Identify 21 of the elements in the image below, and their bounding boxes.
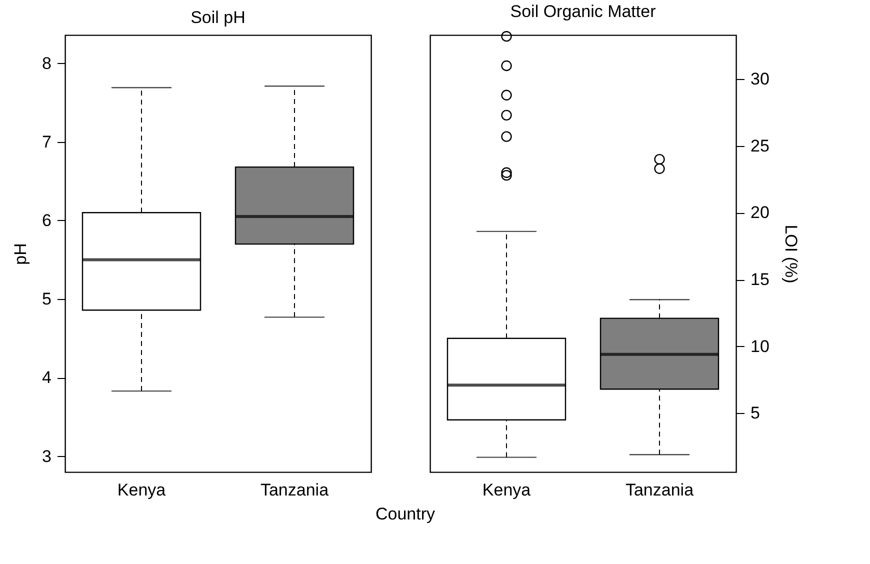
y-tick-label: 30: [750, 70, 770, 89]
y-tick-label: 3: [42, 446, 52, 466]
y-tick-label: 6: [42, 210, 52, 230]
x-axis-title: Country: [375, 504, 436, 524]
x-tick-label: Kenya: [117, 480, 166, 500]
y-axis-title: LOI (%): [781, 224, 800, 284]
y-tick-label: 15: [750, 270, 770, 290]
chart-title: Soil Organic Matter: [510, 2, 656, 22]
y-tick-label: 5: [750, 404, 760, 423]
x-tick-label: Tanzania: [625, 480, 694, 500]
y-tick-label: 4: [42, 368, 52, 388]
y-tick-label: 10: [750, 336, 770, 356]
y-tick-label: 8: [42, 54, 52, 73]
y-tick-label: 5: [42, 290, 52, 309]
chart-title: Soil pH: [190, 8, 246, 27]
y-tick-label: 7: [42, 132, 52, 152]
y-tick-label: 20: [750, 203, 770, 222]
y-tick-label: 25: [750, 136, 770, 156]
x-tick-label: Tanzania: [260, 480, 330, 500]
x-tick-label: Kenya: [482, 480, 532, 500]
y-axis-title: pH: [11, 243, 30, 265]
